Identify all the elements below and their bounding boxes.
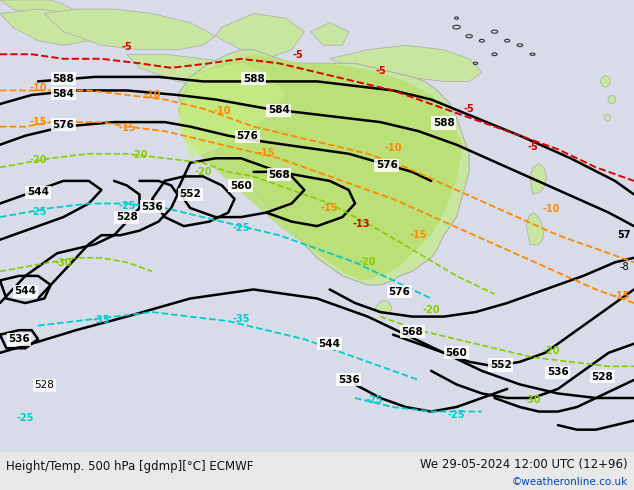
Text: 576: 576 — [389, 287, 410, 297]
Text: -25: -25 — [29, 207, 47, 217]
Text: ©weatheronline.co.uk: ©weatheronline.co.uk — [512, 477, 628, 488]
Text: -15: -15 — [410, 230, 427, 240]
Text: -13: -13 — [353, 219, 370, 229]
Text: -20: -20 — [194, 167, 212, 177]
Text: -5: -5 — [464, 104, 474, 114]
Text: 576: 576 — [53, 120, 74, 130]
Text: -20: -20 — [131, 150, 148, 160]
Text: 588: 588 — [243, 74, 264, 84]
Text: -25: -25 — [365, 395, 383, 405]
Text: 57: 57 — [618, 230, 631, 240]
Polygon shape — [526, 213, 544, 245]
Text: 528: 528 — [116, 212, 138, 222]
Text: -10: -10 — [143, 90, 161, 100]
Text: -25: -25 — [448, 410, 465, 420]
Text: -15: -15 — [612, 291, 630, 301]
Text: -15: -15 — [321, 203, 339, 213]
Text: -5: -5 — [375, 66, 385, 76]
Text: 560: 560 — [230, 181, 252, 191]
Text: 560: 560 — [446, 348, 467, 358]
Polygon shape — [311, 23, 349, 45]
Polygon shape — [330, 45, 482, 81]
Text: -10: -10 — [384, 143, 402, 153]
Text: 528: 528 — [592, 372, 613, 382]
Text: -30: -30 — [55, 258, 72, 268]
Text: -30: -30 — [524, 395, 541, 405]
Ellipse shape — [604, 114, 611, 121]
Text: -8: -8 — [619, 262, 630, 272]
Text: Height/Temp. 500 hPa [gdmp][°C] ECMWF: Height/Temp. 500 hPa [gdmp][°C] ECMWF — [6, 460, 254, 473]
Ellipse shape — [608, 96, 616, 103]
Polygon shape — [44, 9, 216, 50]
Ellipse shape — [601, 76, 610, 87]
Text: 536: 536 — [338, 375, 359, 385]
Text: -25: -25 — [232, 223, 250, 233]
Polygon shape — [178, 63, 285, 158]
Text: -25: -25 — [16, 414, 34, 423]
Text: -5: -5 — [293, 50, 303, 60]
Text: 588: 588 — [53, 74, 74, 84]
Text: 528: 528 — [34, 380, 55, 391]
Text: 584: 584 — [268, 105, 290, 115]
Text: -35: -35 — [232, 314, 250, 324]
Text: -20: -20 — [422, 305, 440, 315]
Text: 544: 544 — [319, 339, 340, 349]
Text: 568: 568 — [268, 170, 290, 179]
Text: We 29-05-2024 12:00 UTC (12+96): We 29-05-2024 12:00 UTC (12+96) — [420, 458, 628, 471]
Text: 536: 536 — [8, 334, 30, 344]
Polygon shape — [375, 300, 392, 314]
Text: 584: 584 — [53, 89, 74, 98]
Text: -15: -15 — [257, 148, 275, 158]
Polygon shape — [178, 50, 469, 285]
Polygon shape — [530, 164, 547, 195]
Polygon shape — [127, 54, 266, 86]
Text: 544: 544 — [27, 187, 49, 197]
Text: 536: 536 — [547, 367, 569, 377]
Text: -15: -15 — [29, 117, 47, 127]
Text: -15: -15 — [118, 123, 136, 133]
Text: -10: -10 — [213, 106, 231, 116]
Text: 544: 544 — [15, 286, 36, 296]
Text: 568: 568 — [401, 326, 423, 337]
Text: -20: -20 — [29, 155, 47, 165]
Text: 552: 552 — [490, 360, 512, 370]
Polygon shape — [0, 9, 101, 45]
Text: -10: -10 — [29, 83, 47, 93]
Text: 588: 588 — [433, 118, 455, 128]
Text: 552: 552 — [179, 190, 201, 199]
Text: -10: -10 — [543, 204, 560, 214]
Polygon shape — [178, 54, 463, 280]
Text: -25: -25 — [118, 201, 136, 211]
Text: -5: -5 — [527, 142, 538, 151]
Text: -20: -20 — [359, 257, 377, 268]
Text: 536: 536 — [141, 202, 163, 212]
Polygon shape — [216, 14, 304, 59]
Text: 576: 576 — [376, 160, 398, 170]
Text: -5: -5 — [122, 43, 132, 52]
Text: 576: 576 — [236, 131, 258, 141]
Polygon shape — [0, 0, 139, 45]
Text: -20: -20 — [543, 345, 560, 356]
Text: -35: -35 — [93, 315, 110, 325]
